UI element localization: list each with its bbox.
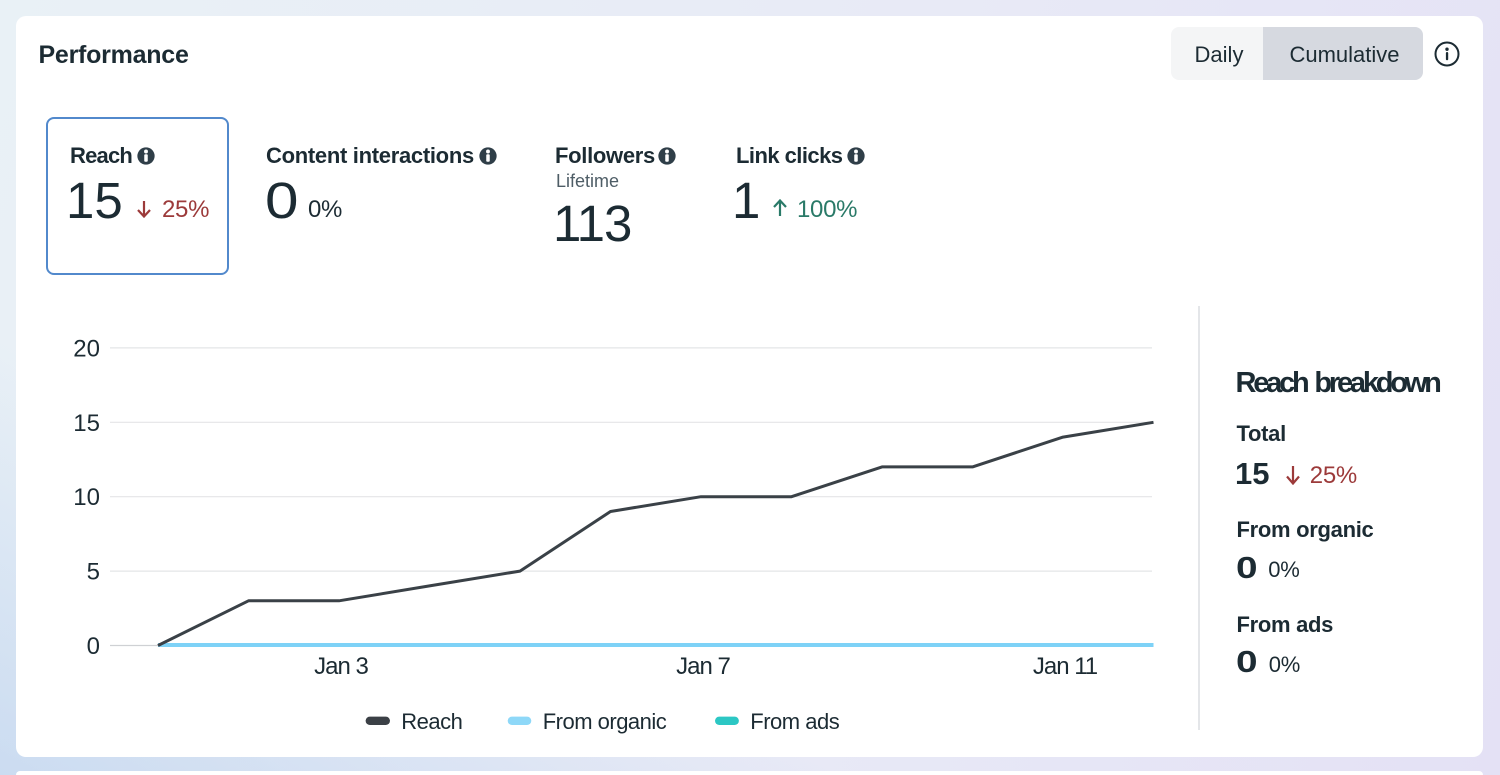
svg-text:From ads: From ads (750, 709, 839, 734)
svg-text:5: 5 (87, 559, 100, 586)
svg-text:0: 0 (87, 633, 100, 660)
svg-text:10: 10 (73, 484, 100, 511)
svg-text:Jan 11: Jan 11 (1033, 653, 1098, 680)
svg-text:15: 15 (73, 410, 100, 437)
svg-text:Jan 7: Jan 7 (676, 653, 730, 680)
svg-text:Reach: Reach (401, 709, 462, 734)
svg-text:Jan 3: Jan 3 (314, 653, 368, 680)
svg-text:From organic: From organic (543, 709, 667, 734)
svg-text:20: 20 (73, 335, 100, 362)
